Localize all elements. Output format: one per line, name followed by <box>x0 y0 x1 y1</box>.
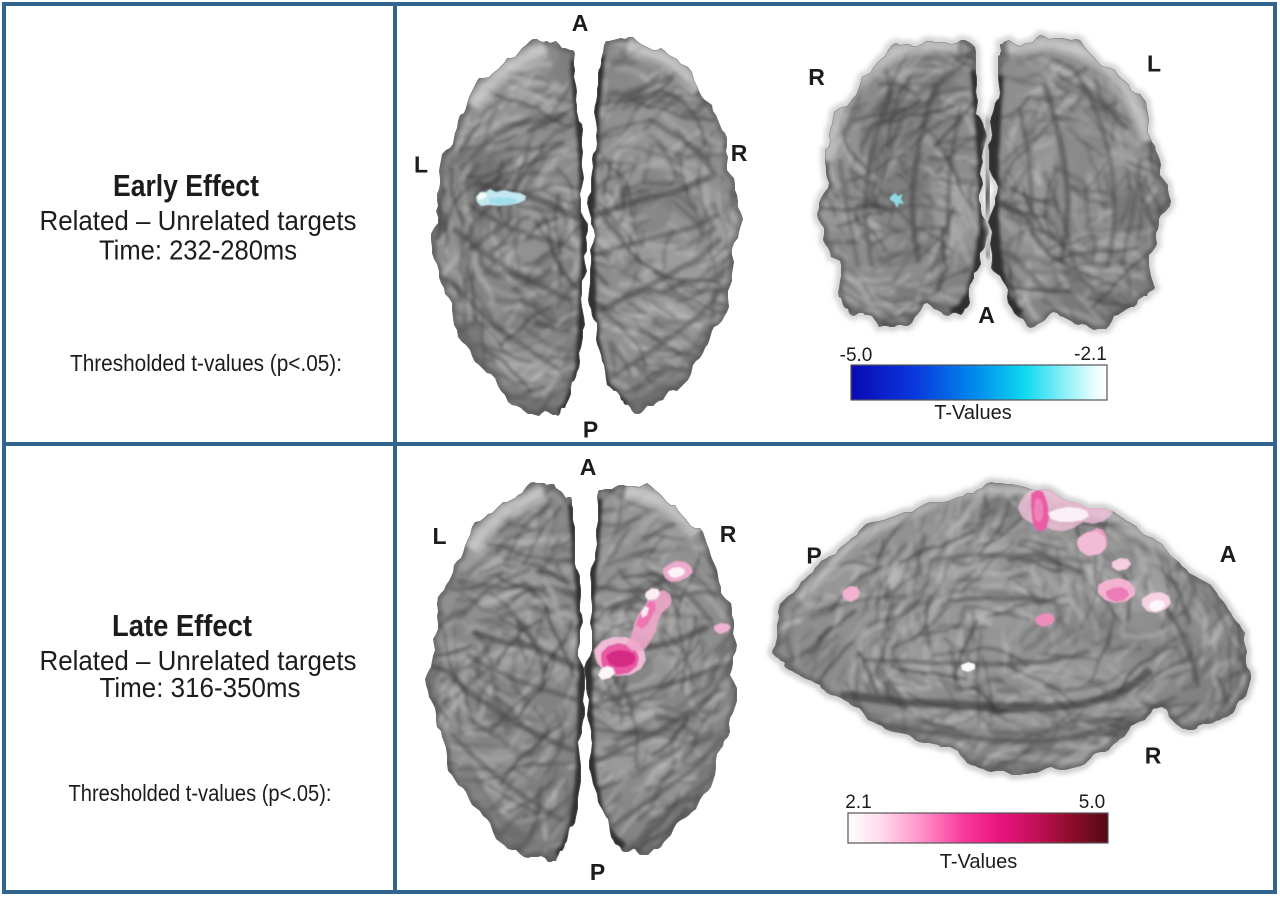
svg-text:R: R <box>720 521 737 547</box>
svg-text:Early Effect: Early Effect <box>113 168 259 203</box>
svg-text:-5.0: -5.0 <box>840 345 873 366</box>
svg-text:A: A <box>978 302 995 328</box>
svg-text:A: A <box>580 454 597 480</box>
svg-text:L: L <box>414 152 428 178</box>
svg-text:2.1: 2.1 <box>845 792 871 813</box>
svg-text:Time: 232-280ms: Time: 232-280ms <box>99 235 297 266</box>
svg-text:5.0: 5.0 <box>1079 792 1105 813</box>
svg-text:P: P <box>583 417 598 443</box>
svg-text:Late Effect: Late Effect <box>112 608 252 643</box>
svg-text:L: L <box>1147 51 1161 77</box>
svg-text:T-Values: T-Values <box>934 402 1011 424</box>
svg-text:P: P <box>590 859 605 885</box>
svg-text:Thresholded t-values (p<.05):: Thresholded t-values (p<.05): <box>70 350 342 376</box>
svg-text:Related – Unrelated targets: Related – Unrelated targets <box>40 645 357 676</box>
svg-text:Related – Unrelated targets: Related – Unrelated targets <box>40 205 357 236</box>
svg-text:R: R <box>808 64 825 90</box>
svg-text:-2.1: -2.1 <box>1074 344 1107 365</box>
svg-text:R: R <box>1145 743 1162 769</box>
svg-text:L: L <box>432 523 446 549</box>
svg-text:Time: 316-350ms: Time: 316-350ms <box>100 672 301 703</box>
svg-text:P: P <box>806 543 821 569</box>
svg-text:A: A <box>1220 541 1237 567</box>
svg-text:T-Values: T-Values <box>940 851 1017 873</box>
svg-text:R: R <box>731 140 748 166</box>
svg-text:Thresholded t-values (p<.05):: Thresholded t-values (p<.05): <box>69 780 332 806</box>
svg-text:A: A <box>572 10 589 36</box>
